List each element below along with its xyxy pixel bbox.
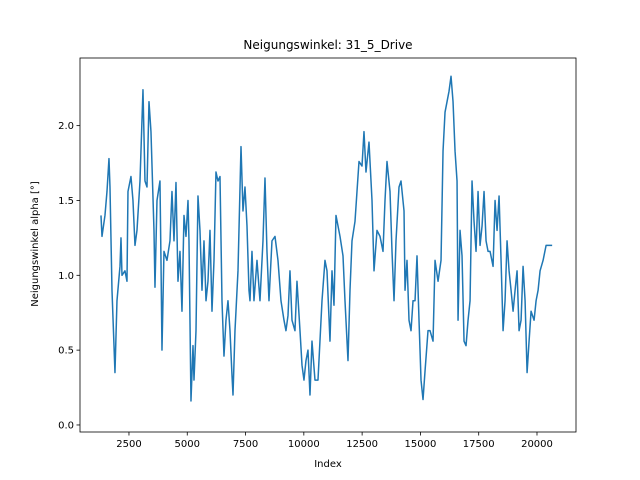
x-tick-label: 10000 (288, 439, 320, 450)
data-line (100, 75, 553, 402)
plot-frame (79, 57, 577, 433)
y-tick-label: 1.5 (58, 196, 74, 207)
x-tick-label: 7500 (233, 439, 258, 450)
x-tick-label: 15000 (405, 439, 437, 450)
x-tick-label: 20000 (521, 439, 553, 450)
y-axis-label: Neigungswinkel alpha [°] (30, 181, 41, 307)
x-tick-label: 12500 (346, 439, 378, 450)
chart-title: Neigungswinkel: 31_5_Drive (243, 38, 412, 52)
x-axis-label: Index (314, 459, 342, 470)
y-tick-label: 0.0 (58, 420, 74, 431)
y-tick-label: 0.5 (58, 346, 74, 357)
y-tick-label: 2.0 (58, 121, 74, 132)
y-tick-label: 1.0 (58, 271, 74, 282)
x-tick-label: 2500 (116, 439, 141, 450)
x-tick-label: 17500 (463, 439, 495, 450)
x-tick-label: 5000 (175, 439, 200, 450)
